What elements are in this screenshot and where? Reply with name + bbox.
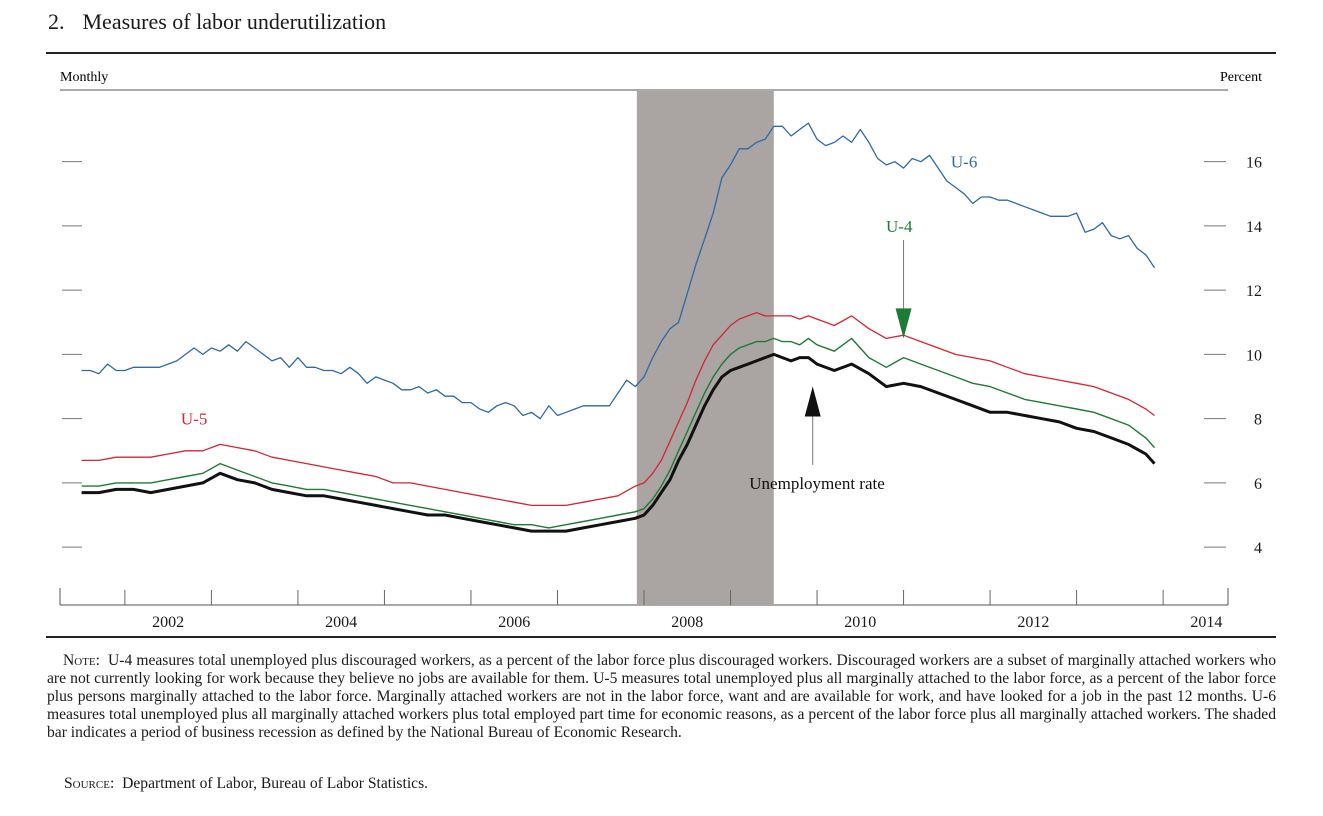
axis-ticks: 4 6 8 10 12 14 16 2002 2004 2006 2008 2010 2012 2014 xyxy=(62,155,1262,631)
source-line: Source: Department of Labor, Bureau of L… xyxy=(64,775,428,793)
series-line-u-4 xyxy=(81,337,1156,529)
source-label: Source: xyxy=(64,775,115,792)
x-tick-label: 2002 xyxy=(152,614,184,631)
y-tick-label: 6 xyxy=(1254,476,1262,493)
series-line-u-6 xyxy=(81,122,1156,420)
source-text: Department of Labor, Bureau of Labor Sta… xyxy=(122,775,429,792)
figure-title: 2. Measures of labor underutilization xyxy=(48,9,386,35)
unit-label: Percent xyxy=(1220,70,1262,85)
annotation-unemployment-rate: Unemployment rate xyxy=(749,474,885,493)
recession-bar xyxy=(636,91,774,605)
y-tick-label: 16 xyxy=(1246,155,1262,172)
annotation-layer: U-6 U-5 U-4 Unemployment rate xyxy=(181,153,977,493)
y-tick-label: 4 xyxy=(1254,540,1262,557)
y-tick-label: 12 xyxy=(1246,283,1262,300)
annotation-u-5: U-5 xyxy=(181,410,207,429)
bottom-rule xyxy=(46,636,1276,638)
top-rule xyxy=(46,52,1276,54)
annotation-arrow-head xyxy=(804,386,821,417)
series-line-u-5 xyxy=(81,312,1155,507)
frequency-label: Monthly xyxy=(60,70,108,85)
x-tick-label: 2014 xyxy=(1190,614,1222,631)
annotation-u-6: U-6 xyxy=(951,153,977,172)
series-layer xyxy=(81,122,1156,533)
y-tick-label: 10 xyxy=(1246,347,1262,364)
note-text: U-4 measures total unemployed plus disco… xyxy=(47,652,1276,741)
x-tick-label: 2008 xyxy=(671,614,703,631)
note-block: Note: U-4 measures total unemployed plus… xyxy=(47,652,1276,742)
x-tick-label: 2010 xyxy=(844,614,876,631)
x-tick-label: 2006 xyxy=(498,614,530,631)
figure-title-text: Measures of labor underutilization xyxy=(82,9,387,34)
series-line-unemployment-rate xyxy=(81,352,1156,533)
y-tick-label: 14 xyxy=(1246,219,1262,236)
y-tick-label: 8 xyxy=(1254,412,1262,429)
figure-number: 2. xyxy=(48,9,65,34)
note-label: Note: xyxy=(63,652,100,669)
x-tick-label: 2012 xyxy=(1017,614,1049,631)
x-tick-label: 2004 xyxy=(325,614,357,631)
annotation-arrow-head xyxy=(895,308,912,339)
annotation-u-4: U-4 xyxy=(886,217,913,236)
